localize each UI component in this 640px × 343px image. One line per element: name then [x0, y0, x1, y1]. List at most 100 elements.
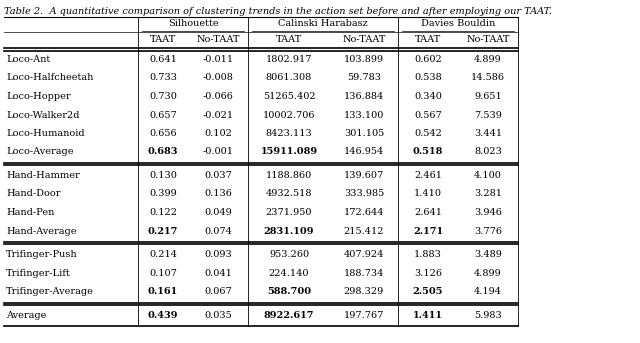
- Text: -0.021: -0.021: [202, 110, 234, 119]
- Text: 0.733: 0.733: [149, 73, 177, 83]
- Text: Table 2.  A quantitative comparison of clustering trends in the action set befor: Table 2. A quantitative comparison of cl…: [4, 7, 552, 16]
- Text: Hand-Hammer: Hand-Hammer: [6, 171, 80, 180]
- Text: No-TAAT: No-TAAT: [467, 35, 509, 45]
- Text: 4.194: 4.194: [474, 287, 502, 296]
- Text: 2371.950: 2371.950: [266, 208, 312, 217]
- Text: Loco-Hopper: Loco-Hopper: [6, 92, 70, 101]
- Text: -0.066: -0.066: [203, 92, 234, 101]
- Text: 333.985: 333.985: [344, 189, 384, 199]
- Text: 588.700: 588.700: [267, 287, 311, 296]
- Text: 4.100: 4.100: [474, 171, 502, 180]
- Text: 1.410: 1.410: [414, 189, 442, 199]
- Text: TAAT: TAAT: [415, 35, 441, 45]
- Text: Hand-Door: Hand-Door: [6, 189, 61, 199]
- Text: 139.607: 139.607: [344, 171, 384, 180]
- Text: 146.954: 146.954: [344, 147, 384, 156]
- Text: No-TAAT: No-TAAT: [342, 35, 386, 45]
- Text: 224.140: 224.140: [269, 269, 309, 277]
- Text: Davies Bouldin: Davies Bouldin: [421, 19, 495, 27]
- Text: Trifinger-Push: Trifinger-Push: [6, 250, 77, 259]
- Text: Loco-Ant: Loco-Ant: [6, 55, 51, 64]
- Text: 1.411: 1.411: [413, 310, 443, 319]
- Text: 1188.860: 1188.860: [266, 171, 312, 180]
- Text: 172.644: 172.644: [344, 208, 384, 217]
- Text: Loco-Humanoid: Loco-Humanoid: [6, 129, 84, 138]
- Text: 103.899: 103.899: [344, 55, 384, 64]
- Text: -0.001: -0.001: [202, 147, 234, 156]
- Text: 301.105: 301.105: [344, 129, 384, 138]
- Text: 298.329: 298.329: [344, 287, 384, 296]
- Text: 0.538: 0.538: [414, 73, 442, 83]
- Text: 136.884: 136.884: [344, 92, 384, 101]
- Text: Silhouette: Silhouette: [168, 19, 218, 27]
- Text: 3.441: 3.441: [474, 129, 502, 138]
- Text: 15911.089: 15911.089: [260, 147, 317, 156]
- Text: 0.035: 0.035: [204, 310, 232, 319]
- Text: Hand-Pen: Hand-Pen: [6, 208, 54, 217]
- Text: 0.136: 0.136: [204, 189, 232, 199]
- Text: -0.008: -0.008: [203, 73, 234, 83]
- Text: Hand-Average: Hand-Average: [6, 226, 77, 236]
- Text: 0.067: 0.067: [204, 287, 232, 296]
- Text: 2.461: 2.461: [414, 171, 442, 180]
- Text: 3.946: 3.946: [474, 208, 502, 217]
- Text: 0.102: 0.102: [204, 129, 232, 138]
- Text: 953.260: 953.260: [269, 250, 309, 259]
- Text: 0.656: 0.656: [149, 129, 177, 138]
- Text: 3.126: 3.126: [414, 269, 442, 277]
- Text: 407.924: 407.924: [344, 250, 384, 259]
- Text: TAAT: TAAT: [276, 35, 302, 45]
- Text: 10002.706: 10002.706: [263, 110, 316, 119]
- Text: 4932.518: 4932.518: [266, 189, 312, 199]
- Text: 215.412: 215.412: [344, 226, 384, 236]
- Text: 4.899: 4.899: [474, 269, 502, 277]
- Text: 8.023: 8.023: [474, 147, 502, 156]
- Text: 0.037: 0.037: [204, 171, 232, 180]
- Text: 197.767: 197.767: [344, 310, 384, 319]
- Text: Loco-Walker2d: Loco-Walker2d: [6, 110, 79, 119]
- Text: 8922.617: 8922.617: [264, 310, 314, 319]
- Text: Loco-Halfcheetah: Loco-Halfcheetah: [6, 73, 93, 83]
- Text: Calinski Harabasz: Calinski Harabasz: [278, 19, 368, 27]
- Text: 0.641: 0.641: [149, 55, 177, 64]
- Text: 2.171: 2.171: [413, 226, 443, 236]
- Text: 1802.917: 1802.917: [266, 55, 312, 64]
- Text: 3.489: 3.489: [474, 250, 502, 259]
- Text: 0.340: 0.340: [414, 92, 442, 101]
- Text: 3.776: 3.776: [474, 226, 502, 236]
- Text: Average: Average: [6, 310, 46, 319]
- Text: 4.899: 4.899: [474, 55, 502, 64]
- Text: 9.651: 9.651: [474, 92, 502, 101]
- Text: 2.505: 2.505: [413, 287, 444, 296]
- Text: 0.217: 0.217: [148, 226, 178, 236]
- Text: 0.161: 0.161: [148, 287, 178, 296]
- Text: Trifinger-Average: Trifinger-Average: [6, 287, 94, 296]
- Text: Loco-Average: Loco-Average: [6, 147, 74, 156]
- Text: 59.783: 59.783: [347, 73, 381, 83]
- Text: 0.518: 0.518: [413, 147, 443, 156]
- Text: Trifinger-Lift: Trifinger-Lift: [6, 269, 71, 277]
- Text: 2.641: 2.641: [414, 208, 442, 217]
- Text: 133.100: 133.100: [344, 110, 384, 119]
- Text: 0.130: 0.130: [149, 171, 177, 180]
- Text: 0.399: 0.399: [149, 189, 177, 199]
- Text: 7.539: 7.539: [474, 110, 502, 119]
- Text: 0.602: 0.602: [414, 55, 442, 64]
- Text: 0.657: 0.657: [149, 110, 177, 119]
- Text: 3.281: 3.281: [474, 189, 502, 199]
- Text: 8061.308: 8061.308: [266, 73, 312, 83]
- Text: 5.983: 5.983: [474, 310, 502, 319]
- Text: 0.074: 0.074: [204, 226, 232, 236]
- Text: TAAT: TAAT: [150, 35, 176, 45]
- Text: 0.730: 0.730: [149, 92, 177, 101]
- Text: 188.734: 188.734: [344, 269, 384, 277]
- Text: 0.214: 0.214: [149, 250, 177, 259]
- Text: 0.439: 0.439: [148, 310, 179, 319]
- Text: 0.567: 0.567: [414, 110, 442, 119]
- Text: 0.041: 0.041: [204, 269, 232, 277]
- Text: 51265.402: 51265.402: [262, 92, 316, 101]
- Text: 0.093: 0.093: [204, 250, 232, 259]
- Text: 8423.113: 8423.113: [266, 129, 312, 138]
- Text: 0.107: 0.107: [149, 269, 177, 277]
- Text: 2831.109: 2831.109: [264, 226, 314, 236]
